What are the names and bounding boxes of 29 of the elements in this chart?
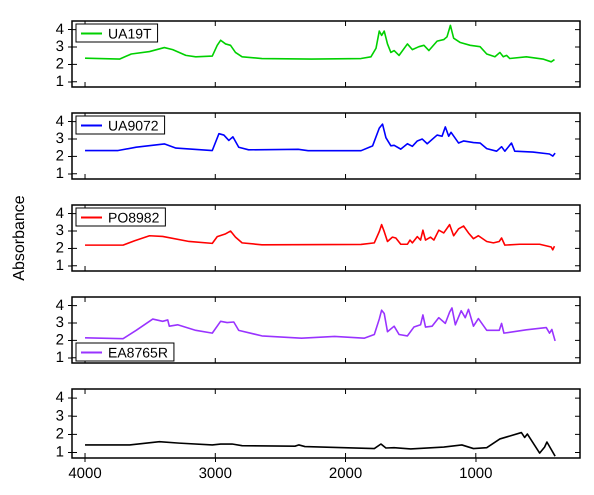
y-axis-title: Absorbance: [11, 195, 28, 281]
y-tick-label: 2: [56, 240, 64, 257]
y-tick-label: 2: [56, 426, 64, 443]
x-tick-label: 3000: [198, 465, 232, 482]
legend-label: EA8765R: [108, 344, 168, 360]
y-tick-label: 2: [56, 148, 64, 165]
y-tick-label: 4: [56, 389, 64, 406]
y-tick-label: 3: [56, 407, 64, 424]
y-tick-label: 3: [56, 38, 64, 56]
y-tick-label: 4: [56, 112, 64, 130]
x-tick-label: 1000: [459, 465, 492, 482]
y-tick-label: 1: [56, 164, 64, 182]
legend-label: PO8982: [108, 209, 160, 226]
y-tick-label: 3: [56, 222, 64, 240]
y-tick-label: 1: [56, 444, 64, 461]
y-tick-label: 4: [56, 204, 64, 222]
y-tick-label: 1: [56, 256, 64, 274]
x-tick-label: 4000: [68, 465, 102, 482]
y-tick-label: 1: [56, 72, 64, 90]
y-tick-label: 2: [56, 56, 64, 73]
legend-label: UA9072: [108, 117, 159, 134]
y-tick-label: 2: [56, 332, 64, 349]
y-tick-label: 3: [56, 130, 64, 148]
y-tick-label: 3: [56, 314, 64, 332]
x-tick-label: 2000: [328, 465, 362, 482]
y-tick-label: 4: [56, 296, 64, 314]
legend-label: UA19T: [108, 25, 152, 42]
y-tick-label: 4: [56, 20, 64, 38]
y-tick-label: 1: [56, 348, 64, 366]
